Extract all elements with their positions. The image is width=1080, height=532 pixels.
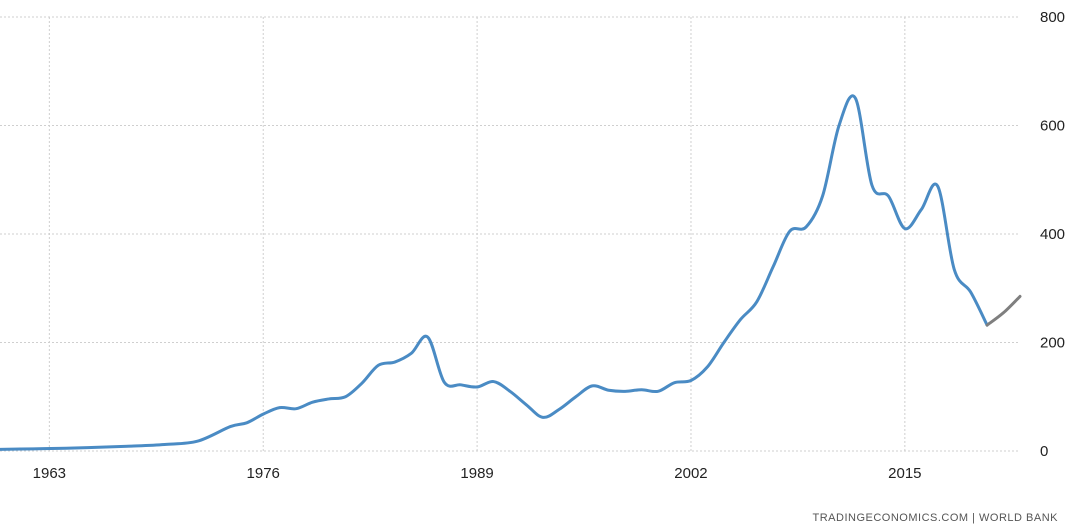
x-axis-ticks: 1963 1976 1989 2002 2015 [33, 465, 922, 482]
grid-lines [0, 16, 1020, 452]
x-tick-label: 1963 [33, 465, 66, 482]
y-axis-ticks: 0 200 400 600 800 [1040, 9, 1065, 460]
source-label: TRADINGECONOMICS.COM | WORLD BANK [812, 512, 1058, 524]
x-tick-label: 2015 [888, 465, 921, 482]
y-tick-label: 800 [1040, 9, 1065, 26]
series-line-forecast [985, 294, 1022, 327]
series-line-historical [0, 94, 989, 451]
series-lines [0, 94, 1022, 451]
y-tick-label: 600 [1040, 118, 1065, 135]
y-tick-label: 400 [1040, 226, 1065, 243]
x-tick-label: 1976 [247, 465, 280, 482]
y-tick-label: 200 [1040, 335, 1065, 352]
y-tick-label: 0 [1040, 443, 1048, 460]
x-tick-label: 2002 [674, 465, 707, 482]
x-tick-label: 1989 [460, 465, 493, 482]
